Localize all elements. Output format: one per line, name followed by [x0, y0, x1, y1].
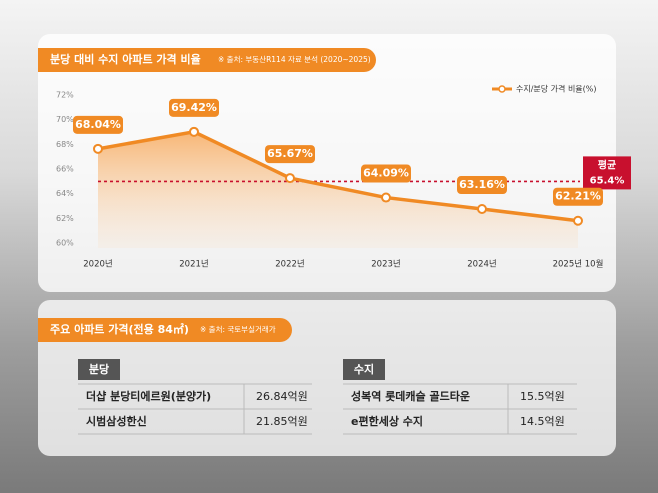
price: 15.5억원 [520, 390, 565, 403]
group-tag [78, 359, 120, 380]
x-tick-label: 2023년 [371, 259, 400, 270]
line [97, 129, 579, 223]
point [381, 192, 391, 203]
average-label: 평균 [598, 158, 616, 171]
value-label: 65.67% [267, 147, 313, 160]
y-tick-label: 66% [56, 165, 74, 174]
table-title-tag [38, 318, 292, 342]
value-label-box [265, 145, 315, 164]
value-label: 63.16% [459, 178, 505, 191]
group-tag [343, 359, 385, 380]
y-tick-label: 64% [56, 189, 74, 198]
value-label-box [169, 98, 219, 117]
title-tag [38, 48, 376, 72]
x-tick-label: 2024년 [467, 259, 496, 270]
value-label: 64.09% [363, 167, 409, 180]
x-tick-label: 2022년 [275, 259, 304, 270]
value-label-box [361, 164, 411, 183]
y-tick-label: 70% [56, 115, 74, 124]
value-label-box [457, 176, 507, 195]
value-label: 69.42% [171, 101, 217, 114]
chart-title: 분당 대비 수지 아파트 가격 비율 [50, 52, 201, 66]
table-source: ※ 출처: 국토부실거래가 [200, 324, 276, 334]
group-name: 수지 [354, 362, 374, 376]
group-name: 분당 [89, 362, 109, 376]
apartment-name: 시범삼성한신 [86, 414, 147, 428]
y-tick-label: 68% [56, 140, 74, 149]
apartment-name: 더샵 분당티에르원(분양가) [86, 389, 211, 403]
dynamic: 60% 62% 64% 66% 68% 70% 72% 2020년 2021년 2022년 2023… [56, 84, 631, 435]
price: 14.5억원 [520, 415, 565, 428]
y-tick-label: 62% [56, 214, 74, 223]
point [189, 126, 199, 137]
apartment-name: 성복역 롯데캐슬 골드타운 [351, 389, 470, 403]
legend-marker [498, 85, 506, 93]
x-tick-label: 2020년 [83, 259, 112, 270]
chart-source: ※ 출처: 부동산R114 자료 분석 (2020~2025) [218, 54, 371, 64]
area [98, 131, 578, 248]
legend-label: 수지/분당 가격 비율(%) [516, 84, 597, 94]
x-tick-label: 2025년 10월 [553, 259, 604, 270]
table-title: 주요 아파트 가격(전용 84㎡) [50, 322, 189, 336]
x-tick-label: 2021년 [179, 259, 208, 270]
average-value: 65.4% [590, 175, 625, 186]
value-label: 62.21% [555, 190, 601, 203]
y-tick-label: 60% [56, 239, 74, 248]
point [285, 173, 295, 184]
y-tick-label: 72% [56, 91, 74, 100]
value-label: 68.04% [75, 118, 121, 131]
price: 26.84억원 [256, 390, 308, 403]
point [93, 143, 103, 154]
point [477, 204, 487, 215]
average-box [583, 156, 631, 190]
value-label-box [73, 115, 123, 134]
value-label-box [553, 187, 603, 206]
apartment-name: e편한세상 수지 [351, 414, 423, 428]
price: 21.85억원 [256, 415, 308, 428]
point [573, 215, 583, 226]
